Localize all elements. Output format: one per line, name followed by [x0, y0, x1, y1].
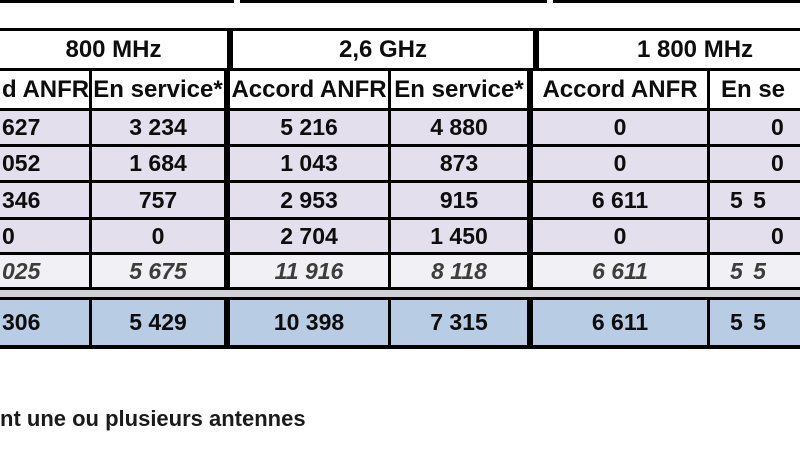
cell-cut: 0: [710, 220, 800, 252]
cell: 346: [0, 183, 92, 217]
cell-cut: 5 5: [710, 183, 800, 217]
cell: 1 684: [92, 147, 230, 180]
cell: 5 429: [92, 300, 230, 345]
col-header-accord-anfr-2600: Accord ANFR: [230, 71, 391, 108]
cell: 306: [0, 300, 92, 345]
cell: 1 043: [230, 147, 391, 180]
col-header-accord-anfr-1800: Accord ANFR: [533, 71, 710, 108]
cell: 0: [0, 220, 92, 252]
col-header-accord-anfr-800-cut: d ANFR: [0, 71, 92, 108]
footnote-antennas: nt une ou plusieurs antennes: [0, 406, 306, 431]
table-row-4: 0 0 2 704 1 450 0 0: [0, 220, 800, 255]
cell: 627: [0, 111, 92, 144]
sub-header-row: d ANFR En service* Accord ANFR En servic…: [0, 71, 800, 111]
cell: 873: [391, 147, 533, 180]
cell: 0: [533, 111, 710, 144]
cell-cut: 5 5: [710, 255, 800, 287]
table-row-1: 627 3 234 5 216 4 880 0 0: [0, 111, 800, 147]
cell: 2 953: [230, 183, 391, 217]
cropped-row-border-left: [0, 0, 234, 3]
cropped-row-border-right: [553, 0, 800, 3]
cell: 052: [0, 147, 92, 180]
cell: 6 611: [533, 300, 710, 345]
frequency-bands-table: 800 MHz 2,6 GHz 1 800 MHz d ANFR En serv…: [0, 28, 800, 349]
cell: 5 216: [230, 111, 391, 144]
cell: 6 611: [533, 183, 710, 217]
cell: 11 916: [230, 255, 391, 287]
cell: 025: [0, 255, 92, 287]
cell-cut: 0: [710, 147, 800, 180]
cell: 10 398: [230, 300, 391, 345]
cell: 4 880: [391, 111, 533, 144]
cell: 0: [533, 147, 710, 180]
cell: 6 611: [533, 255, 710, 287]
cell: 7 315: [391, 300, 533, 345]
group-header-2-6ghz: 2,6 GHz: [233, 31, 539, 68]
cell: 8 118: [391, 255, 533, 287]
table-separator: [0, 290, 800, 300]
summary-row-blue: 306 5 429 10 398 7 315 6 611 5 5: [0, 300, 800, 349]
cropped-row-border-middle: [240, 0, 547, 3]
col-header-en-service-1800-cut: En se: [721, 75, 786, 103]
table-row-2: 052 1 684 1 043 873 0 0: [0, 147, 800, 183]
cell-cut: 0: [710, 111, 800, 144]
cell-cut: 5 5: [710, 300, 800, 345]
cell: 915: [391, 183, 533, 217]
col-header-en-service-2600: En service*: [391, 71, 533, 108]
cell: 1 450: [391, 220, 533, 252]
group-header-800mhz: 800 MHz: [0, 31, 233, 68]
group-header-1800mhz: 1 800 MHz: [636, 35, 754, 63]
cell: 3 234: [92, 111, 230, 144]
col-header-en-service-800: En service*: [92, 71, 230, 108]
cell: 2 704: [230, 220, 391, 252]
cell: 0: [92, 220, 230, 252]
cell: 757: [92, 183, 230, 217]
cell: 0: [533, 220, 710, 252]
group-header-row: 800 MHz 2,6 GHz 1 800 MHz: [0, 31, 800, 71]
table-row-3: 346 757 2 953 915 6 611 5 5: [0, 183, 800, 220]
cell: 5 675: [92, 255, 230, 287]
total-row-italic: 025 5 675 11 916 8 118 6 611 5 5: [0, 255, 800, 290]
